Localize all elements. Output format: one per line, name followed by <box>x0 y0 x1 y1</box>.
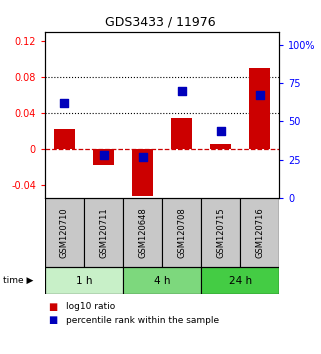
Text: percentile rank within the sample: percentile rank within the sample <box>66 316 219 325</box>
Bar <box>45 267 123 294</box>
Bar <box>84 198 123 267</box>
Bar <box>162 198 201 267</box>
Bar <box>45 198 84 267</box>
Point <box>257 92 262 98</box>
Text: GSM120708: GSM120708 <box>177 207 186 258</box>
Text: 4 h: 4 h <box>154 275 170 286</box>
Bar <box>249 68 271 149</box>
Text: GSM120648: GSM120648 <box>138 207 147 258</box>
Point <box>179 88 184 93</box>
Text: 24 h: 24 h <box>229 275 252 286</box>
Bar <box>210 144 231 149</box>
Point <box>101 153 106 158</box>
Text: GSM120716: GSM120716 <box>255 207 264 258</box>
Bar <box>123 267 201 294</box>
Point <box>218 128 223 133</box>
Bar <box>132 149 153 195</box>
Text: GDS3433 / 11976: GDS3433 / 11976 <box>105 16 216 29</box>
Bar <box>123 198 162 267</box>
Bar <box>201 198 240 267</box>
Bar <box>201 267 279 294</box>
Text: 1 h: 1 h <box>76 275 92 286</box>
Text: time ▶: time ▶ <box>3 276 34 285</box>
Bar <box>93 149 114 165</box>
Text: log10 ratio: log10 ratio <box>66 302 115 312</box>
Text: GSM120715: GSM120715 <box>216 207 225 258</box>
Bar <box>54 129 75 149</box>
Text: GSM120710: GSM120710 <box>60 207 69 258</box>
Point <box>140 154 145 160</box>
Text: ■: ■ <box>48 302 57 312</box>
Point <box>62 100 67 106</box>
Bar <box>171 118 192 149</box>
Bar <box>240 198 279 267</box>
Text: GSM120711: GSM120711 <box>99 207 108 258</box>
Text: ■: ■ <box>48 315 57 325</box>
